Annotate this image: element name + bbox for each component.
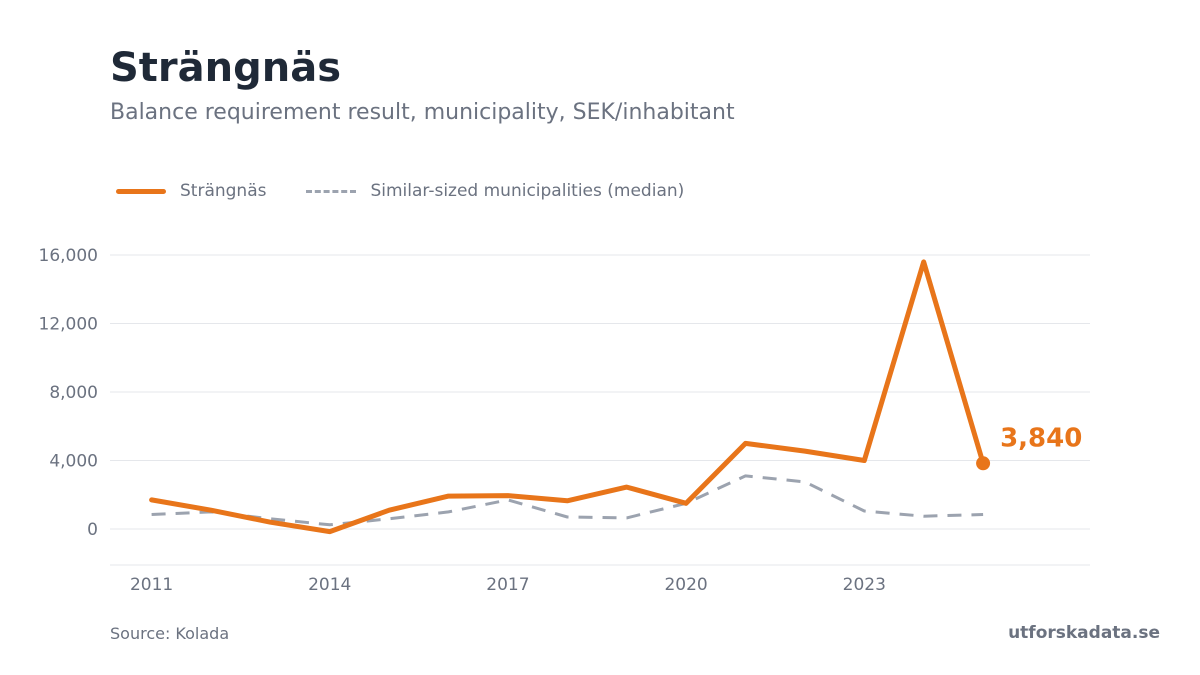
legend-dashed-line-swatch [306, 189, 357, 193]
x-tick-label: 2020 [664, 575, 707, 595]
end-value-label: 3,840 [1000, 423, 1082, 453]
chart-subtitle: Balance requirement result, municipality… [110, 100, 735, 125]
y-tick-label: 0 [87, 520, 98, 540]
y-tick-label: 4,000 [49, 452, 98, 472]
legend-solid-line-swatch [116, 188, 166, 194]
legend-item-strangnas: Strängnäs [116, 181, 266, 201]
x-tick-label: 2011 [130, 575, 173, 595]
chart-legend: Strängnäs Similar-sized municipalities (… [116, 178, 684, 204]
median-series-line [151, 474, 984, 527]
y-tick-label: 16,000 [39, 246, 98, 266]
x-tick-label: 2014 [308, 575, 351, 595]
legend-label-strangnas: Strängnäs [180, 181, 267, 201]
brand-label: utforskadata.se [1008, 623, 1160, 643]
strangnas-series-line [149, 259, 986, 535]
source-note: Source: Kolada [110, 624, 230, 643]
legend-item-median: Similar-sized municipalities (median) [306, 181, 684, 201]
x-tick-label: 2023 [843, 575, 886, 595]
legend-label-median: Similar-sized municipalities (median) [370, 181, 685, 201]
y-tick-label: 12,000 [39, 315, 98, 335]
chart-title: Strängnäs [110, 45, 342, 91]
y-tick-label: 8,000 [49, 383, 98, 403]
end-point-marker [976, 456, 991, 471]
x-tick-label: 2017 [486, 575, 529, 595]
